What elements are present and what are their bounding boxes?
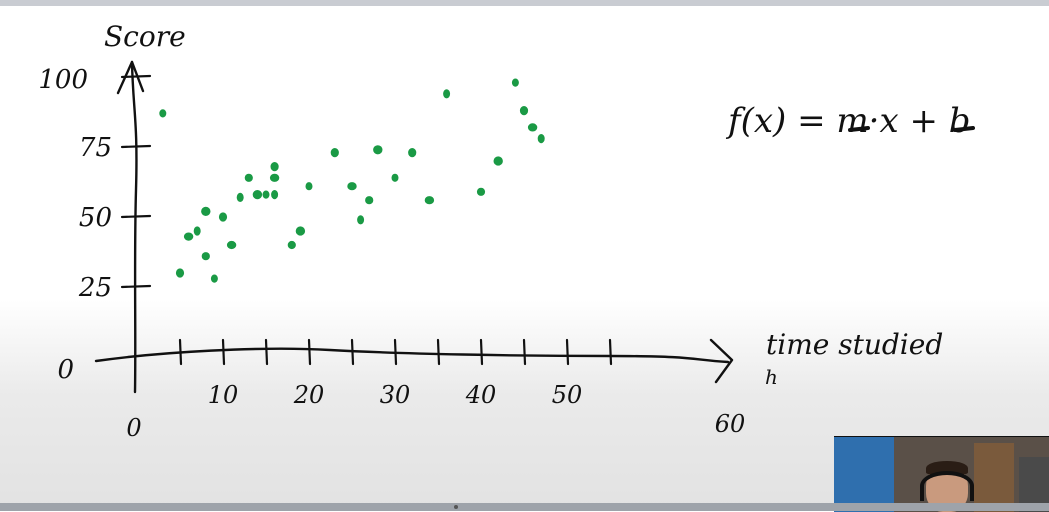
y-tick-mark — [120, 214, 152, 219]
scatter-point — [391, 173, 399, 182]
webcam-background-left — [834, 437, 894, 512]
x-tick-mark — [608, 338, 613, 366]
scatter-point — [201, 252, 210, 261]
scatter-point — [226, 240, 237, 250]
x-tick-label: 60 — [715, 410, 746, 438]
x-tick-mark — [565, 338, 570, 366]
headphones-icon — [920, 471, 974, 501]
x-axis-label: time studied — [766, 328, 943, 361]
tick-label-group: 0 10 20 30 40 50 60 0 25 50 75 100 — [38, 65, 745, 442]
slope-underline — [848, 126, 870, 132]
scatter-series — [159, 78, 545, 283]
tick-group — [120, 74, 613, 366]
scatter-point — [175, 268, 185, 278]
x-tick-mark — [393, 338, 398, 366]
scatter-point — [519, 106, 529, 116]
y-tick-label: 75 — [79, 133, 112, 163]
scatter-point — [443, 89, 451, 99]
scatter-point — [159, 109, 167, 118]
scatter-point — [295, 226, 306, 236]
x-tick-mark — [522, 338, 527, 366]
x-axis-line — [94, 347, 730, 364]
scatter-point — [218, 212, 228, 222]
x-axis-arrow — [709, 338, 734, 384]
y-tick-label: 50 — [79, 203, 112, 233]
y-tick-mark — [120, 284, 152, 289]
scatter-point — [210, 274, 218, 283]
intercept-underline — [953, 126, 975, 132]
webcam-shelf — [974, 443, 1014, 512]
scatter-point — [357, 215, 365, 225]
x-tick-mark — [436, 338, 441, 366]
y-axis-label: Score — [104, 20, 186, 53]
formula-middle: ·x + — [869, 101, 949, 141]
scatter-point — [270, 162, 279, 172]
scatter-point — [476, 187, 486, 196]
scatter-point — [236, 192, 244, 202]
scatter-point — [511, 78, 519, 87]
video-progress-marker[interactable] — [454, 505, 458, 509]
scatter-point — [269, 173, 280, 182]
x-tick-mark — [221, 338, 226, 366]
scatter-point — [424, 196, 435, 205]
scatter-point — [408, 148, 417, 158]
video-progress-bar[interactable] — [0, 503, 1049, 511]
x-tick-label: 20 — [293, 381, 325, 409]
y-tick-mark — [120, 144, 152, 149]
formula-annotation-text: f(x) = m·x + b — [725, 101, 971, 141]
scatter-point — [193, 226, 201, 236]
x-tick-label: 30 — [380, 381, 411, 409]
y-tick-label: 0 — [57, 355, 74, 385]
formula-prefix: f(x) = — [725, 101, 836, 141]
x-tick-label: 0 — [126, 414, 141, 442]
scatter-point — [287, 240, 296, 250]
scatter-point — [493, 156, 503, 166]
y-tick-label: 25 — [78, 273, 112, 303]
webcam-cabinet — [1019, 457, 1049, 512]
x-tick-mark — [264, 338, 269, 366]
scatter-point — [183, 232, 194, 241]
scatter-point — [271, 190, 279, 200]
chart-axes — [94, 60, 734, 394]
x-tick-mark — [479, 338, 484, 366]
scatter-point — [373, 145, 383, 155]
scatter-point — [305, 182, 313, 191]
y-tick-label: 100 — [38, 65, 88, 95]
y-tick-mark — [120, 74, 152, 79]
y-axis-arrow — [116, 60, 145, 95]
x-tick-label: 40 — [465, 381, 497, 409]
x-axis-unit: h — [765, 365, 778, 389]
scatter-point — [201, 206, 211, 216]
x-tick-mark — [350, 338, 355, 366]
scatter-point — [262, 190, 270, 199]
formula-intercept: b — [949, 101, 971, 141]
x-tick-mark — [307, 338, 312, 366]
scatter-point — [244, 173, 253, 182]
y-axis-line — [130, 60, 138, 394]
top-frame-bar — [0, 0, 1049, 6]
scatter-point — [537, 134, 545, 144]
x-tick-mark — [178, 338, 183, 366]
scatter-point — [347, 182, 357, 191]
x-tick-label: 50 — [552, 381, 583, 409]
scatter-point — [252, 190, 263, 200]
formula-annotation: f(x) = m·x + b — [725, 101, 975, 141]
x-tick-label: 10 — [208, 381, 239, 409]
scatter-point — [365, 196, 374, 205]
webcam-overlay — [834, 436, 1049, 512]
formula-slope: m — [836, 101, 868, 141]
scatter-point — [527, 123, 538, 132]
scatter-point — [330, 148, 339, 158]
